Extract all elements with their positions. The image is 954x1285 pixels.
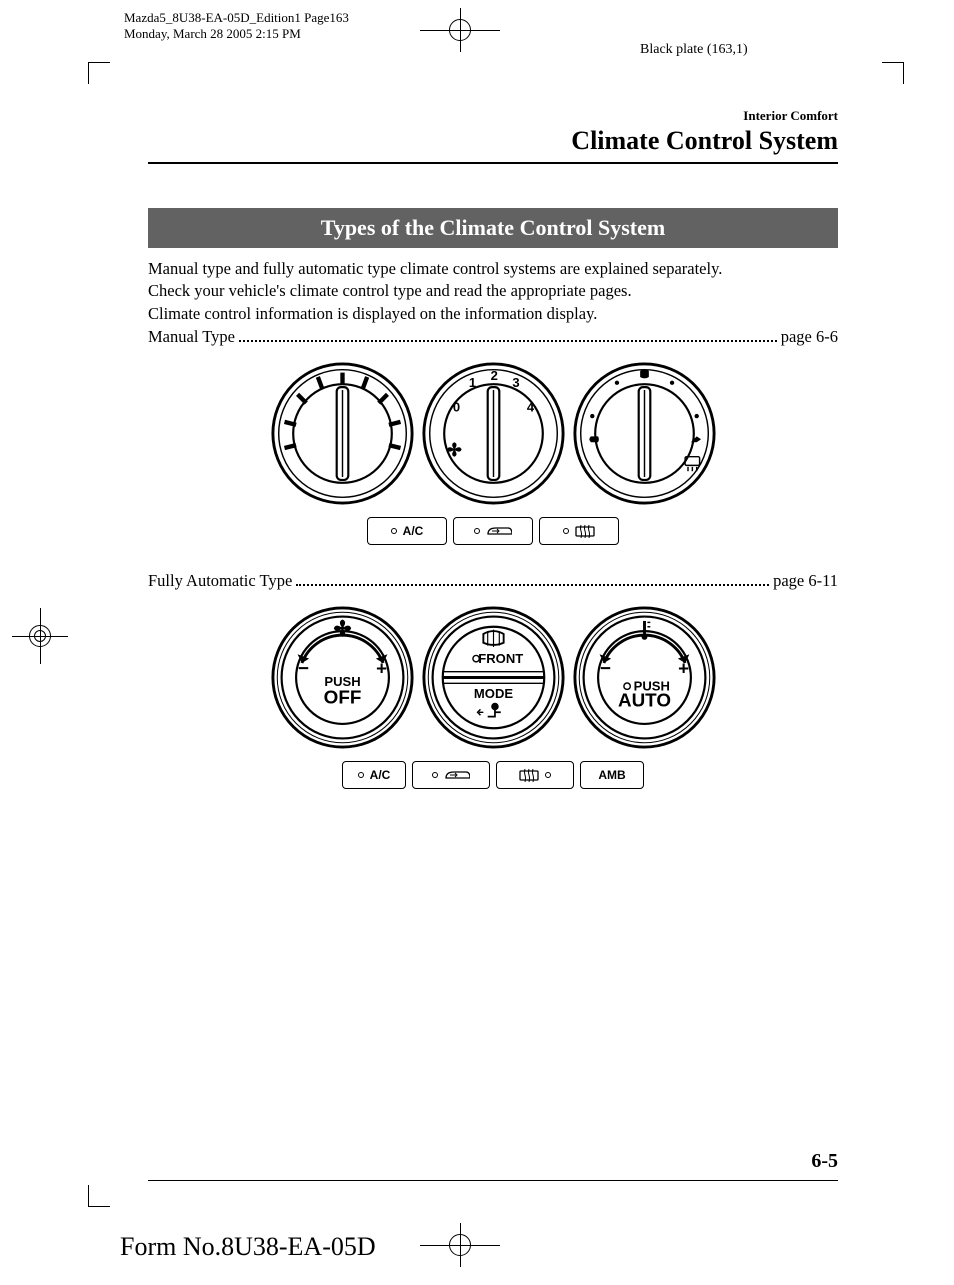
ac-button-auto: A/C xyxy=(342,761,406,789)
recirc-icon xyxy=(486,524,512,538)
svg-text:MODE: MODE xyxy=(473,686,512,701)
rear-defrost-icon xyxy=(575,524,595,538)
doc-meta: Mazda5_8U38-EA-05D_Edition1 Page163 Mond… xyxy=(124,10,349,43)
ac-button: A/C xyxy=(367,517,447,545)
svg-text:+: + xyxy=(678,657,689,678)
svg-text:FRONT: FRONT xyxy=(478,651,523,666)
mode-dial xyxy=(572,361,717,506)
led-icon xyxy=(391,528,397,534)
auto-dial: − + PUSH AUTO xyxy=(572,605,717,750)
auto-ref-label: Fully Automatic Type xyxy=(148,571,292,591)
recirc-button xyxy=(453,517,533,545)
intro-p2: Check your vehicle's climate control typ… xyxy=(148,280,838,302)
intro-p1: Manual type and fully automatic type cli… xyxy=(148,258,838,280)
amb-label: AMB xyxy=(598,768,625,782)
crop-mark xyxy=(88,62,110,84)
form-number: Form No.8U38-EA-05D xyxy=(120,1232,376,1262)
leader-dots xyxy=(296,584,769,586)
manual-ref-label: Manual Type xyxy=(148,327,235,347)
recirc-icon xyxy=(444,768,470,782)
auto-ref-page: page 6-11 xyxy=(773,571,838,591)
section-label: Interior Comfort xyxy=(148,108,838,124)
page-content: Interior Comfort Climate Control System … xyxy=(148,108,838,789)
ac-label: A/C xyxy=(370,768,391,782)
intro-p3: Climate control information is displayed… xyxy=(148,303,838,325)
led-icon xyxy=(474,528,480,534)
fan-off-dial: − + PUSH OFF xyxy=(270,605,415,750)
svg-text:0: 0 xyxy=(452,400,459,415)
svg-text:+: + xyxy=(376,657,387,678)
svg-text:3: 3 xyxy=(512,375,519,390)
auto-figure: − + PUSH OFF xyxy=(148,605,838,789)
doc-meta-line2: Monday, March 28 2005 2:15 PM xyxy=(124,26,349,42)
manual-figure: 0 1 2 3 4 xyxy=(148,361,838,545)
chapter-title: Climate Control System xyxy=(148,126,838,156)
footer-divider xyxy=(148,1180,838,1181)
leader-dots xyxy=(239,340,777,342)
crop-mark xyxy=(88,1185,110,1207)
crop-mark xyxy=(882,62,904,84)
page-number: 6-5 xyxy=(811,1150,838,1173)
intro-text: Manual type and fully automatic type cli… xyxy=(148,258,838,325)
auto-ref-line: Fully Automatic Type page 6-11 xyxy=(148,571,838,591)
manual-ref-line: Manual Type page 6-6 xyxy=(148,327,838,347)
svg-text:AUTO: AUTO xyxy=(617,689,670,710)
led-icon xyxy=(545,772,551,778)
svg-text:−: − xyxy=(297,657,308,678)
led-icon xyxy=(432,772,438,778)
svg-text:1: 1 xyxy=(468,375,475,390)
rear-defrost-button xyxy=(539,517,619,545)
svg-text:−: − xyxy=(599,657,610,678)
section-banner: Types of the Climate Control System xyxy=(148,208,838,248)
led-icon xyxy=(563,528,569,534)
front-mode-dial: FRONT MODE xyxy=(421,605,566,750)
temperature-dial xyxy=(270,361,415,506)
fan-speed-dial: 0 1 2 3 4 xyxy=(421,361,566,506)
svg-text:4: 4 xyxy=(526,400,534,415)
svg-text:2: 2 xyxy=(490,368,497,383)
rear-defrost-button-auto xyxy=(496,761,574,789)
rear-defrost-icon xyxy=(519,768,539,782)
led-icon xyxy=(358,772,364,778)
divider xyxy=(148,162,838,164)
amb-button: AMB xyxy=(580,761,644,789)
recirc-button-auto xyxy=(412,761,490,789)
doc-meta-line1: Mazda5_8U38-EA-05D_Edition1 Page163 xyxy=(124,10,349,26)
manual-ref-page: page 6-6 xyxy=(781,327,838,347)
plate-label: Black plate (163,1) xyxy=(640,42,748,58)
svg-text:OFF: OFF xyxy=(323,686,361,707)
ac-label: A/C xyxy=(403,524,424,538)
